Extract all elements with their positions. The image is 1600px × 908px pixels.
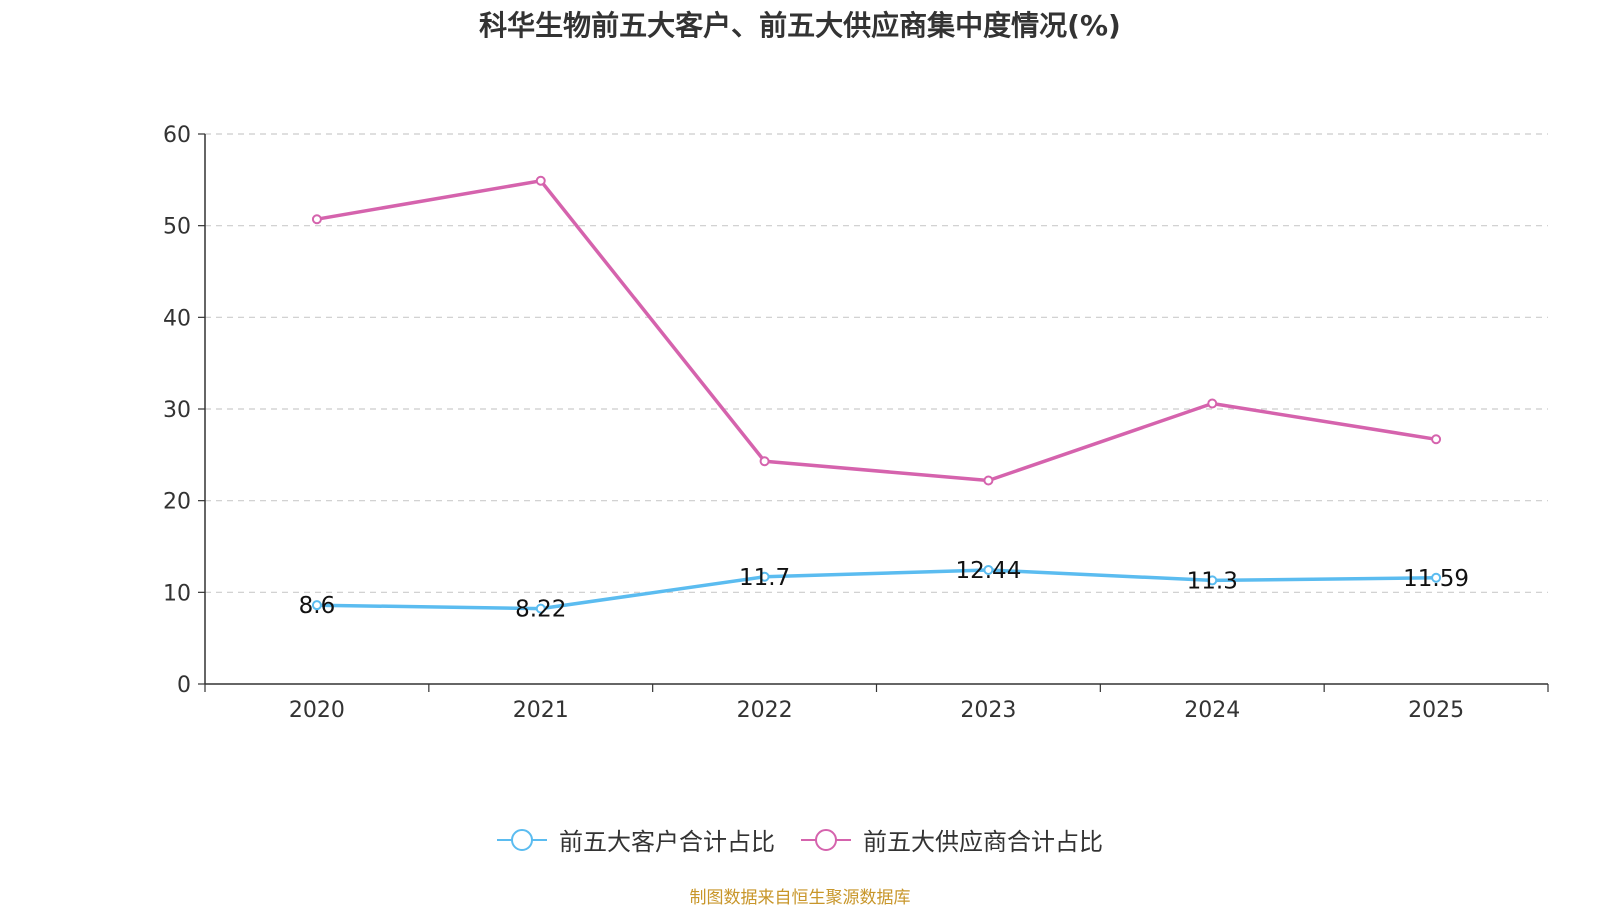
y-tick-label: 40 <box>163 306 191 331</box>
chart-title: 科华生物前五大客户、前五大供应商集中度情况(%) <box>479 9 1121 42</box>
x-tick-label-2024: 2024 <box>1184 698 1240 723</box>
data-point-s0-2022 <box>759 571 770 582</box>
x-tick-label-2023: 2023 <box>960 698 1016 723</box>
x-tick-label-2020: 2020 <box>289 698 345 723</box>
series-lines <box>311 175 1442 614</box>
legend-label-suppliers: 前五大供应商合计占比 <box>863 828 1103 856</box>
axes: 0 10 20 30 40 50 60 2020 2021 2022 2023 2024 2025 <box>163 123 1549 723</box>
data-point-s1-2022 <box>759 456 770 467</box>
data-label-s0-2025: 11.59 <box>1403 566 1469 592</box>
legend-item-suppliers[interactable]: 前五大供应商合计占比 <box>801 822 1103 857</box>
data-point-s0-2023 <box>983 564 994 575</box>
x-tick-label-2022: 2022 <box>737 698 793 723</box>
data-point-s1-2021 <box>535 175 546 186</box>
data-label-s0-2022: 11.7 <box>739 565 790 591</box>
data-point-s1-2023 <box>983 475 994 486</box>
y-tick-label: 20 <box>163 490 191 515</box>
data-label-s0-2023: 12.44 <box>955 558 1021 584</box>
x-tick-label-2025: 2025 <box>1408 698 1464 723</box>
data-point-s0-2024 <box>1207 575 1218 586</box>
series-line-0 <box>316 568 1437 611</box>
legend-item-customers[interactable]: 前五大客户合计占比 <box>497 822 775 857</box>
data-point-s0-2020 <box>311 600 322 611</box>
gridlines <box>205 133 1548 593</box>
data-point-s0-2025 <box>1431 572 1442 583</box>
data-point-s1-2024 <box>1207 398 1218 409</box>
data-label-s0-2020: 8.6 <box>299 593 336 619</box>
legend-marker-customers-icon <box>497 828 547 851</box>
x-tick-label-2021: 2021 <box>513 698 569 723</box>
data-point-s0-2021 <box>535 603 546 614</box>
data-label-s0-2021: 8.22 <box>515 597 566 623</box>
y-tick-label: 10 <box>163 581 191 606</box>
y-tick-label: 60 <box>163 123 191 148</box>
data-point-s1-2020 <box>311 214 322 225</box>
source-note: 制图数据来自恒生聚源数据库 <box>689 888 911 908</box>
legend-label-customers: 前五大客户合计占比 <box>559 828 775 856</box>
y-tick-label: 50 <box>163 215 191 240</box>
series-line-1 <box>316 179 1437 483</box>
legend: 前五大客户合计占比 前五大供应商合计占比 <box>0 822 1600 857</box>
data-point-s1-2025 <box>1431 434 1442 445</box>
y-tick-label: 30 <box>163 398 191 423</box>
y-tick-label: 0 <box>177 673 191 698</box>
data-label-s0-2024: 11.3 <box>1187 568 1238 594</box>
data-labels: 8.6 8.22 11.7 12.44 11.3 11.59 <box>299 558 1469 623</box>
legend-marker-suppliers-icon <box>801 828 851 851</box>
